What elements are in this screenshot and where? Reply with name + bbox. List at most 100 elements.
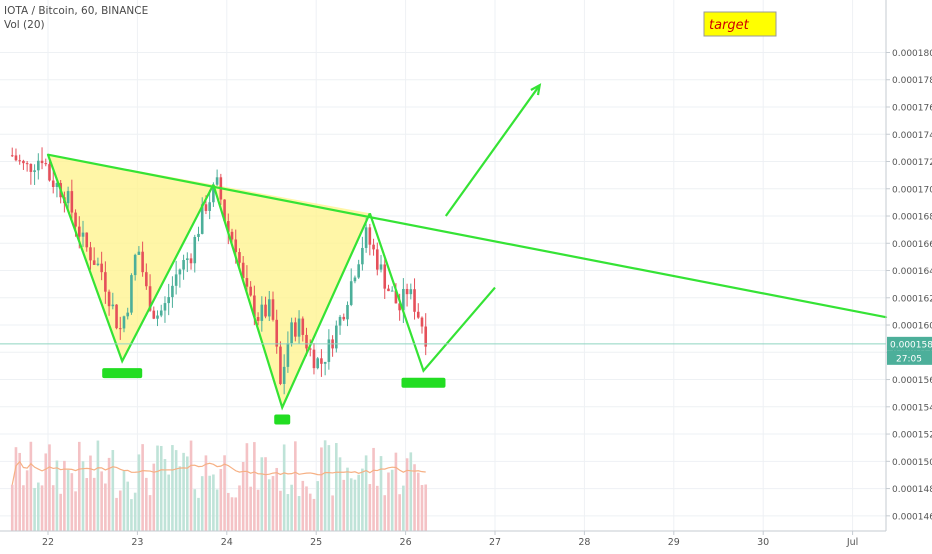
- volume-bar: [297, 496, 301, 531]
- volume-bar: [331, 495, 334, 531]
- candle-body: [51, 180, 55, 187]
- volume-bar: [33, 487, 36, 531]
- candle-body: [390, 290, 394, 292]
- volume-indicator-title: Vol (20): [4, 19, 45, 31]
- candle-body: [118, 328, 122, 330]
- symbol-title: IOTA / Bitcoin, 60, BINANCE: [4, 5, 149, 17]
- candle-body: [238, 252, 241, 263]
- candle-body: [55, 183, 59, 187]
- candle-body: [85, 232, 89, 248]
- neckline: [46, 153, 888, 319]
- volume-bar: [29, 441, 33, 531]
- time-tick-label: Jul: [846, 537, 858, 548]
- countdown-badge: [887, 350, 932, 365]
- candle-body: [200, 204, 204, 234]
- volume-bar: [159, 445, 163, 531]
- candle-body: [279, 346, 282, 384]
- volume-bar: [238, 485, 241, 531]
- volume-ma-line: [11, 460, 426, 485]
- volume-bar: [413, 464, 416, 531]
- volume-bar: [178, 466, 182, 531]
- volume-bar: [18, 452, 21, 531]
- volume-bar: [264, 457, 267, 531]
- candle-body: [130, 275, 133, 313]
- candle-body: [22, 160, 25, 164]
- volume-bar: [357, 474, 360, 531]
- candle-body: [267, 299, 271, 317]
- volume-bar: [208, 475, 211, 531]
- candle-body: [346, 304, 349, 320]
- candle-body: [96, 263, 100, 265]
- volume-bar: [372, 447, 375, 531]
- volume-bar: [77, 441, 81, 531]
- candle-body: [104, 272, 107, 292]
- volume-bar: [335, 443, 338, 531]
- candle-body: [18, 160, 21, 162]
- candle-body: [171, 285, 174, 298]
- volume-bar: [346, 467, 349, 531]
- price-tick-label: 0.00017000: [892, 185, 932, 195]
- volume-bar: [152, 463, 156, 531]
- volume-bar: [44, 453, 48, 531]
- candle-body: [25, 163, 29, 165]
- candle-body: [197, 233, 200, 237]
- volume-bar: [111, 450, 115, 531]
- candle-body: [320, 358, 323, 364]
- candle-body: [182, 260, 185, 270]
- candle-body: [335, 325, 338, 349]
- candle-body: [163, 303, 167, 311]
- volume-bar: [126, 481, 130, 531]
- candle-body: [409, 289, 413, 295]
- candle-body: [10, 155, 14, 157]
- candle-body: [372, 244, 375, 250]
- time-tick-label: 24: [221, 537, 233, 548]
- volume-bar: [338, 457, 342, 531]
- volume-bar: [40, 485, 44, 531]
- time-tick-label: 29: [668, 537, 680, 548]
- price-tick-label: 0.00015600: [892, 376, 932, 386]
- volume-bar: [390, 469, 394, 531]
- candle-body: [223, 199, 226, 222]
- candle-body: [413, 289, 416, 312]
- volume-bar: [245, 443, 249, 531]
- candle-body: [338, 316, 342, 326]
- candle-body: [364, 227, 368, 248]
- target-arrow-head: [530, 83, 542, 96]
- volume-bar: [394, 452, 398, 531]
- volume-bar: [361, 468, 364, 531]
- candle-body: [152, 310, 156, 319]
- volume-bar: [327, 445, 331, 531]
- candle-body: [424, 326, 428, 347]
- candle-body: [174, 274, 178, 286]
- candle-body: [327, 339, 331, 362]
- time-tick-label: 22: [42, 537, 54, 548]
- volume-bar: [405, 458, 409, 531]
- right-shoulder-line: [368, 212, 496, 373]
- volume-bar: [379, 456, 383, 531]
- candle-body: [375, 249, 379, 270]
- volume-bar: [409, 452, 413, 531]
- candle-body: [111, 304, 115, 307]
- volume-bar: [364, 455, 368, 531]
- volume-bar: [249, 486, 252, 531]
- candle-body: [137, 251, 141, 255]
- candle-body: [145, 272, 148, 287]
- volume-bar: [92, 477, 96, 531]
- volume-bar: [375, 485, 379, 531]
- candle-body: [14, 155, 18, 161]
- candle-body: [226, 221, 230, 232]
- volume-bar: [66, 469, 70, 531]
- left-shoulder-tag: [102, 368, 143, 379]
- price-tick-label: 0.00017600: [892, 103, 932, 113]
- candle-body: [215, 177, 219, 185]
- candle-body: [167, 297, 170, 304]
- candle-body: [230, 231, 234, 240]
- price-tick-label: 0.00016000: [892, 322, 932, 332]
- price-tick-label: 0.00016400: [892, 267, 932, 277]
- price-tick-label: 0.00016600: [892, 240, 932, 250]
- candle-body: [241, 262, 245, 279]
- time-tick-label: 23: [131, 537, 143, 548]
